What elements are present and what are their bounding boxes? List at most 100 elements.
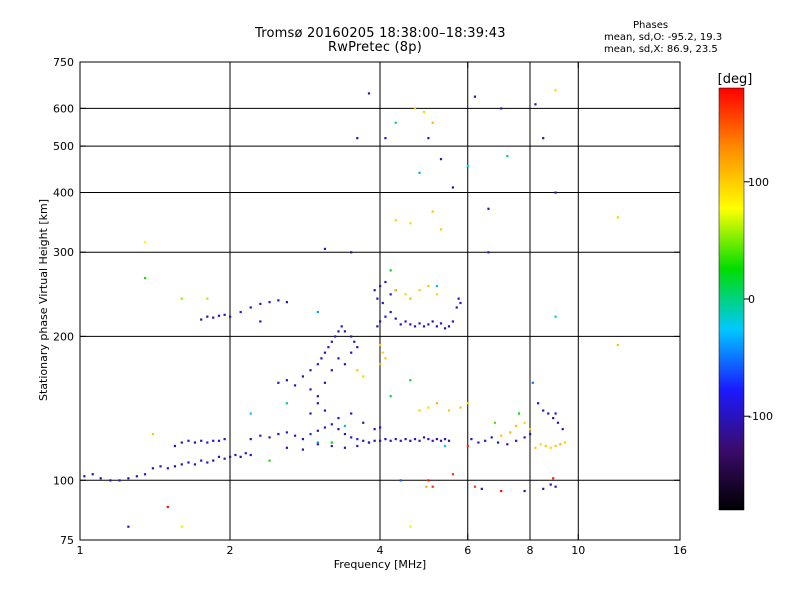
data-point (536, 402, 540, 405)
data-point (477, 441, 480, 444)
data-point (435, 437, 438, 441)
data-point (399, 439, 402, 442)
data-point (404, 320, 407, 323)
data-point (309, 432, 312, 436)
data-point (166, 467, 169, 470)
data-point (431, 320, 434, 323)
data-point (559, 443, 562, 446)
data-point (561, 428, 564, 431)
data-point (529, 432, 532, 436)
data-point (309, 369, 312, 372)
data-point (330, 441, 333, 444)
data-point (451, 320, 455, 323)
data-point (193, 441, 197, 444)
data-point (330, 423, 333, 426)
data-point (316, 402, 319, 405)
data-point (431, 121, 434, 124)
data-point (316, 310, 319, 314)
data-point (404, 293, 407, 296)
data-point (323, 409, 327, 412)
data-point (173, 465, 177, 468)
data-point (166, 505, 169, 509)
y-tick-label: 100 (53, 474, 74, 487)
data-point (455, 306, 458, 309)
data-point (544, 444, 547, 448)
data-point (556, 421, 560, 424)
data-point (362, 421, 365, 424)
data-point (379, 439, 382, 442)
data-point (554, 315, 557, 318)
data-point (554, 191, 557, 194)
data-point (394, 219, 397, 222)
data-point (285, 379, 288, 382)
data-point (376, 297, 379, 300)
chart-title: Tromsø 20160205 18:38:00–18:39:43 (255, 26, 506, 41)
data-point (529, 428, 532, 431)
data-point (409, 222, 412, 225)
data-point (127, 477, 130, 480)
data-point (316, 443, 319, 446)
data-point (552, 416, 555, 420)
data-point (217, 455, 221, 458)
data-point (616, 343, 619, 347)
data-point (500, 107, 503, 110)
x-axis-label: Frequency [MHz] (334, 558, 426, 571)
data-point (143, 276, 147, 280)
data-point (490, 436, 493, 439)
data-point (244, 452, 247, 455)
data-point (447, 409, 451, 412)
y-tick-label: 300 (53, 246, 74, 259)
data-point (323, 351, 327, 354)
data-point (515, 439, 518, 442)
data-point (187, 439, 190, 442)
data-point (239, 310, 242, 314)
data-point (616, 216, 619, 219)
x-tick-label: 2 (227, 544, 234, 557)
chart-subtitle: RwPretec (8p) (328, 40, 422, 55)
data-point (350, 335, 353, 338)
data-point (285, 301, 288, 304)
data-point (409, 297, 412, 300)
data-point (362, 439, 365, 442)
data-point (379, 343, 382, 347)
data-point (443, 327, 447, 330)
y-tick-label: 500 (53, 140, 74, 153)
data-point (193, 463, 197, 466)
data-point (356, 444, 359, 448)
data-point (384, 357, 387, 360)
data-point (334, 335, 337, 338)
stats-x-mode: mean, sd,X: 86.9, 23.5 (604, 44, 718, 55)
data-point (466, 444, 469, 448)
data-point (259, 302, 262, 305)
data-point (394, 121, 397, 124)
y-tick-label: 600 (53, 102, 74, 115)
data-point (554, 485, 557, 488)
data-point (343, 363, 347, 366)
data-point (418, 171, 421, 174)
data-point (384, 137, 387, 140)
data-point (249, 412, 252, 415)
data-point (118, 479, 121, 482)
data-point (413, 325, 417, 328)
data-point (293, 384, 297, 387)
y-tick-label: 400 (53, 186, 74, 199)
data-point (422, 436, 426, 439)
data-points (83, 89, 619, 528)
data-point (285, 431, 288, 434)
data-point (277, 299, 280, 302)
data-point (517, 412, 521, 415)
data-point (431, 485, 434, 488)
data-point (350, 351, 353, 354)
data-point (534, 103, 537, 106)
data-point (180, 463, 183, 466)
data-point (509, 431, 512, 434)
colorbar-unit-label: [deg] (718, 72, 753, 87)
data-point (259, 434, 262, 437)
data-point (127, 525, 130, 528)
data-point (200, 459, 203, 462)
data-point (206, 441, 209, 444)
data-point (389, 395, 392, 398)
data-point (223, 313, 226, 316)
data-point (249, 437, 252, 441)
